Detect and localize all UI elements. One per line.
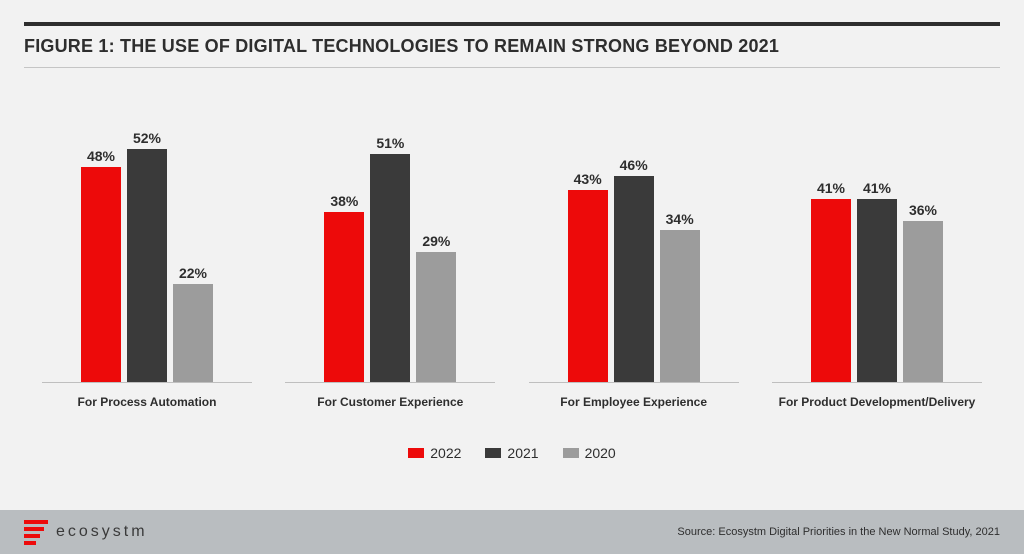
rule-top	[24, 22, 1000, 26]
logo: ecosystm	[24, 520, 148, 545]
bar	[416, 252, 456, 382]
bar-value-label: 22%	[179, 265, 207, 281]
legend-swatch	[563, 448, 579, 458]
bar-value-label: 36%	[909, 202, 937, 218]
bar	[614, 176, 654, 382]
figure-container: FIGURE 1: THE USE OF DIGITAL TECHNOLOGIE…	[0, 0, 1024, 461]
bar	[81, 167, 121, 382]
legend-swatch	[485, 448, 501, 458]
baseline	[285, 382, 495, 383]
bar	[173, 284, 213, 382]
bar-wrap: 43%	[568, 171, 608, 382]
legend-item: 2020	[563, 445, 616, 461]
bar-wrap: 51%	[370, 135, 410, 382]
logo-text: ecosystm	[56, 523, 148, 541]
bars-row: 38% 51% 29%	[324, 112, 456, 382]
bar-wrap: 41%	[811, 180, 851, 382]
rule-thin	[24, 67, 1000, 68]
category-label: For Employee Experience	[560, 395, 707, 409]
bar	[811, 199, 851, 382]
source-text: Source: Ecosystm Digital Priorities in t…	[677, 526, 1000, 538]
bar	[660, 230, 700, 382]
bar-value-label: 43%	[574, 171, 602, 187]
bars-row: 43% 46% 34%	[568, 112, 700, 382]
bar-group: 43% 46% 34% For Employee Experience	[519, 112, 749, 409]
bar-chart: 48% 52% 22% For Process Automation 38% 51% 29%…	[24, 112, 1000, 409]
bar-group: 41% 41% 36% For Product Development/Deliver…	[762, 112, 992, 409]
logo-mark-icon	[24, 520, 48, 545]
bar-wrap: 34%	[660, 211, 700, 382]
bar-wrap: 22%	[173, 265, 213, 382]
bar-wrap: 41%	[857, 180, 897, 382]
bar	[857, 199, 897, 382]
bar-value-label: 41%	[863, 180, 891, 196]
bar-value-label: 51%	[376, 135, 404, 151]
bar-value-label: 34%	[666, 211, 694, 227]
bar	[568, 190, 608, 382]
bar-wrap: 52%	[127, 130, 167, 382]
bars-row: 48% 52% 22%	[81, 112, 213, 382]
bar-wrap: 36%	[903, 202, 943, 382]
legend-label: 2022	[430, 445, 461, 461]
category-label: For Product Development/Delivery	[779, 395, 976, 409]
bar	[324, 212, 364, 382]
bar-wrap: 48%	[81, 148, 121, 382]
baseline	[772, 382, 982, 383]
bar-value-label: 41%	[817, 180, 845, 196]
legend: 2022 2021 2020	[24, 445, 1000, 461]
category-label: For Customer Experience	[317, 395, 463, 409]
bars-row: 41% 41% 36%	[811, 112, 943, 382]
legend-item: 2021	[485, 445, 538, 461]
bar-group: 38% 51% 29% For Customer Experience	[275, 112, 505, 409]
bar-value-label: 52%	[133, 130, 161, 146]
category-label: For Process Automation	[78, 395, 217, 409]
legend-label: 2020	[585, 445, 616, 461]
bar-value-label: 29%	[422, 233, 450, 249]
legend-item: 2022	[408, 445, 461, 461]
bar	[127, 149, 167, 382]
footer: ecosystm Source: Ecosystm Digital Priori…	[0, 510, 1024, 554]
bar	[903, 221, 943, 382]
baseline	[42, 382, 252, 383]
bar-wrap: 46%	[614, 157, 654, 382]
legend-swatch	[408, 448, 424, 458]
bar-value-label: 48%	[87, 148, 115, 164]
baseline	[529, 382, 739, 383]
bar-value-label: 46%	[620, 157, 648, 173]
bar-wrap: 38%	[324, 193, 364, 382]
bar-wrap: 29%	[416, 233, 456, 382]
bar-group: 48% 52% 22% For Process Automation	[32, 112, 262, 409]
bar	[370, 154, 410, 382]
bar-value-label: 38%	[330, 193, 358, 209]
figure-title: FIGURE 1: THE USE OF DIGITAL TECHNOLOGIE…	[24, 36, 1000, 57]
legend-label: 2021	[507, 445, 538, 461]
